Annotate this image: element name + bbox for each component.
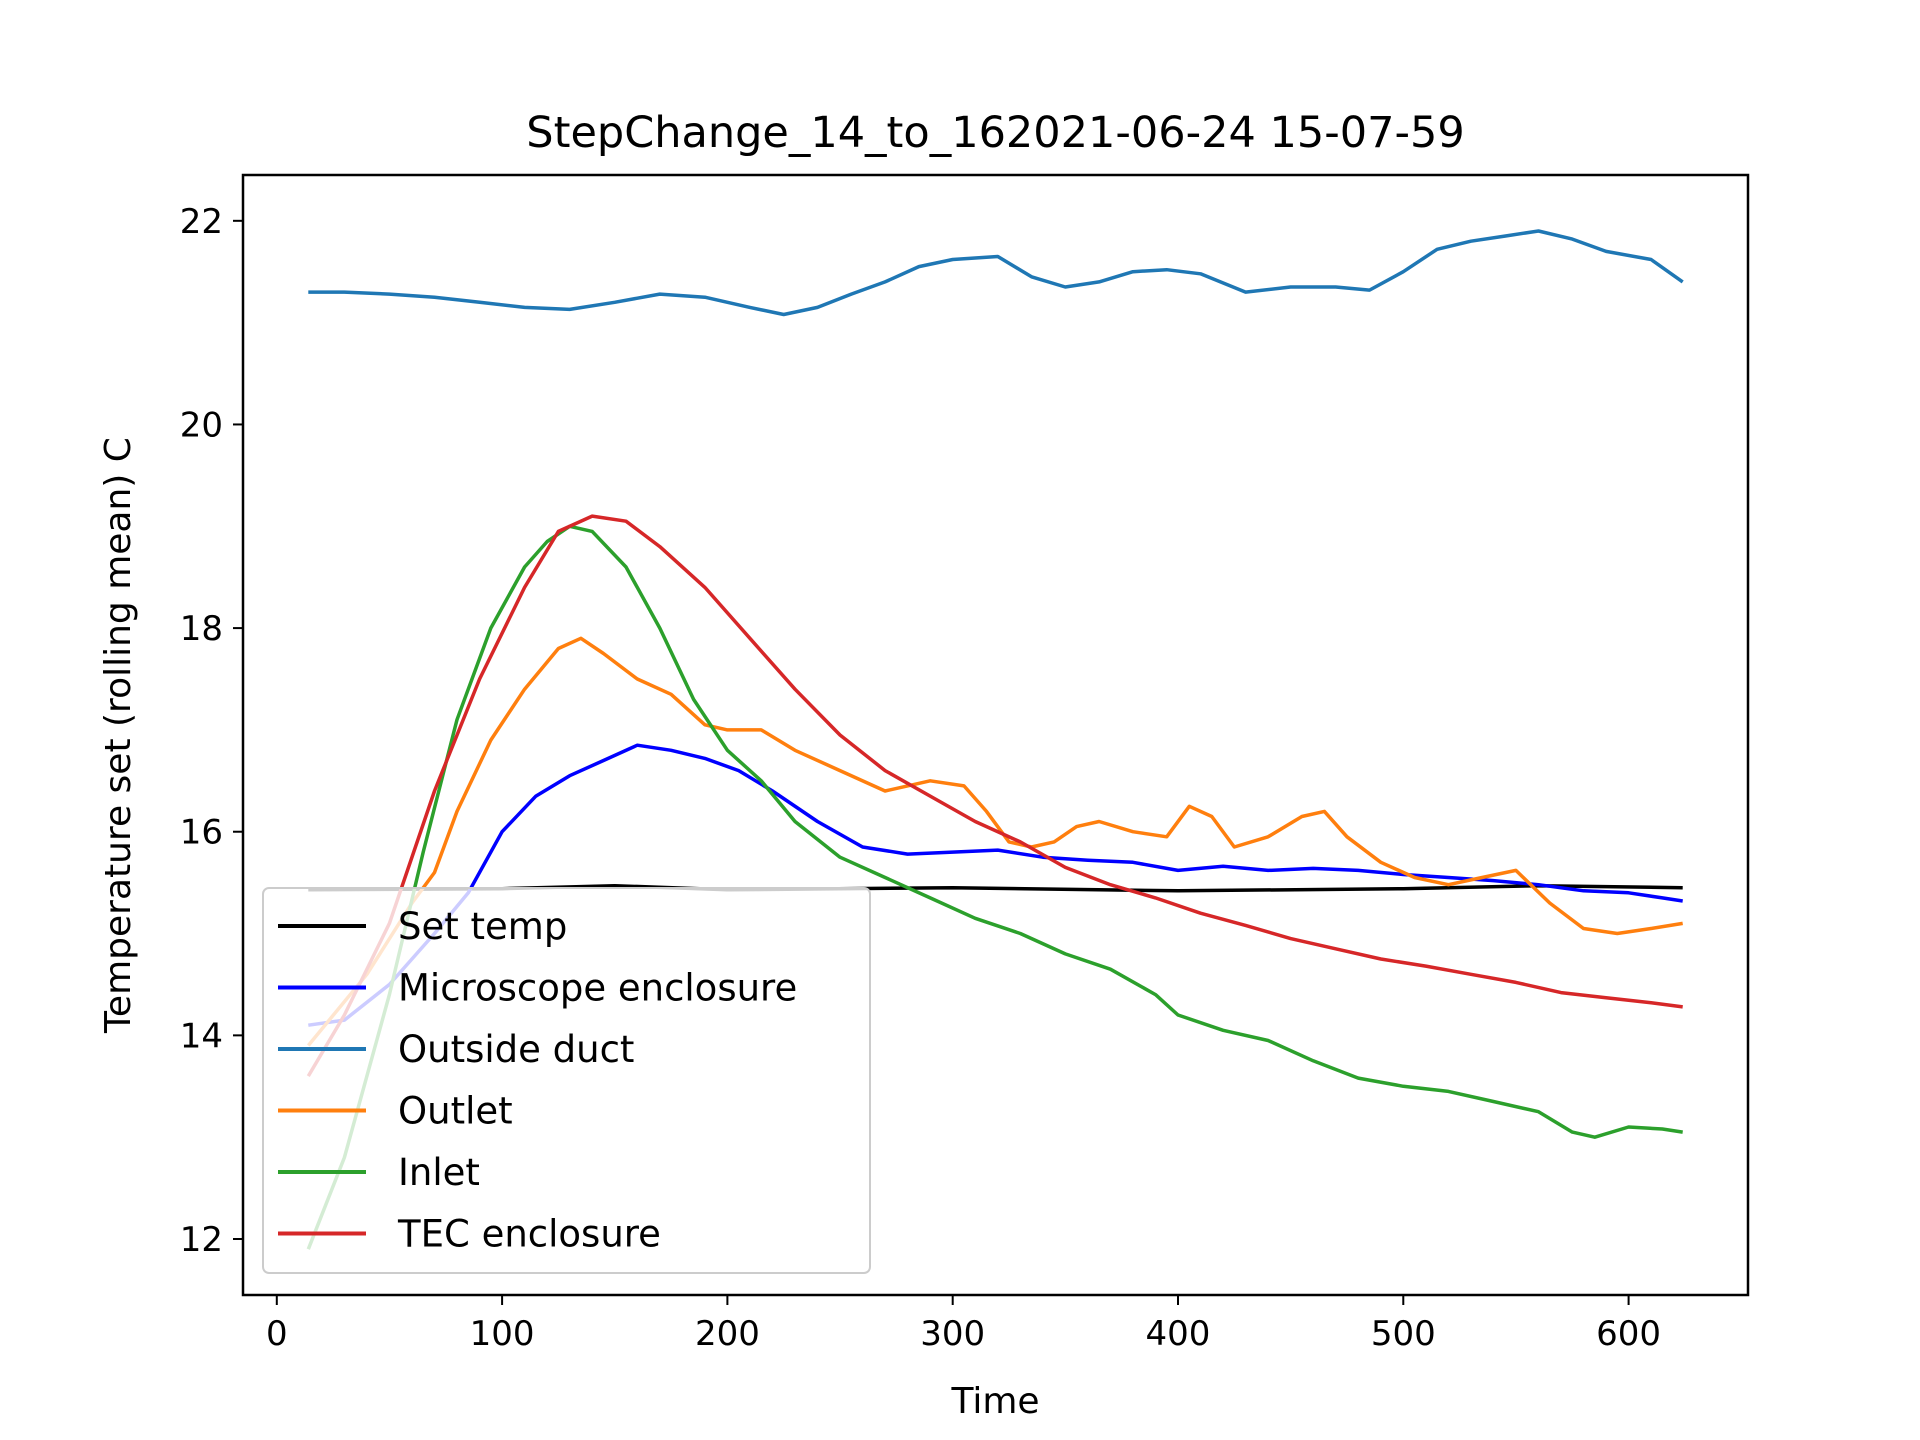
series-line-microscope-enclosure <box>308 743 1683 1027</box>
y-tick-label: 20 <box>180 405 223 445</box>
x-tick-label: 500 <box>1371 1314 1436 1354</box>
x-tick-label: 600 <box>1596 1314 1661 1354</box>
y-tick-label: 22 <box>180 202 223 242</box>
plot-frame <box>241 173 1750 1297</box>
x-tick-label: 200 <box>695 1314 760 1354</box>
series-line-inlet <box>306 524 1683 1250</box>
y-axis-title: Temperature set (rolling mean) C <box>98 437 139 1034</box>
chart-title: StepChange_14_to_162021-06-24 15-07-59 <box>526 108 1464 158</box>
y-axis: 12 14 16 18 20 22 <box>180 202 243 1260</box>
y-tick-label: 12 <box>180 1220 223 1260</box>
series-line-outside-duct <box>308 229 1684 317</box>
x-tick-label: 300 <box>920 1314 985 1354</box>
y-tick-label: 18 <box>180 609 223 649</box>
legend-label-microscope-enclosure: Microscope enclosure <box>398 967 797 1010</box>
x-tick-label: 0 <box>266 1314 288 1354</box>
x-axis-title: Time <box>950 1381 1039 1422</box>
legend-box <box>262 887 871 1274</box>
y-tick-label: 16 <box>180 813 223 853</box>
series-line-tec-enclosure <box>306 514 1683 1077</box>
legend: Set temp Microscope enclosure Outside duct… <box>262 887 871 1274</box>
x-tick-label: 100 <box>470 1314 535 1354</box>
x-tick-label: 400 <box>1146 1314 1211 1354</box>
x-axis: 0 100 200 300 400 500 600 <box>266 1295 1661 1354</box>
legend-label-outlet: Outlet <box>398 1090 513 1133</box>
legend-label-inlet: Inlet <box>398 1151 480 1194</box>
legend-label-tec-enclosure: TEC enclosure <box>397 1213 661 1256</box>
legend-label-outside-duct: Outside duct <box>398 1028 634 1071</box>
y-tick-label: 14 <box>180 1016 223 1056</box>
legend-label-set-temp: Set temp <box>398 905 567 948</box>
